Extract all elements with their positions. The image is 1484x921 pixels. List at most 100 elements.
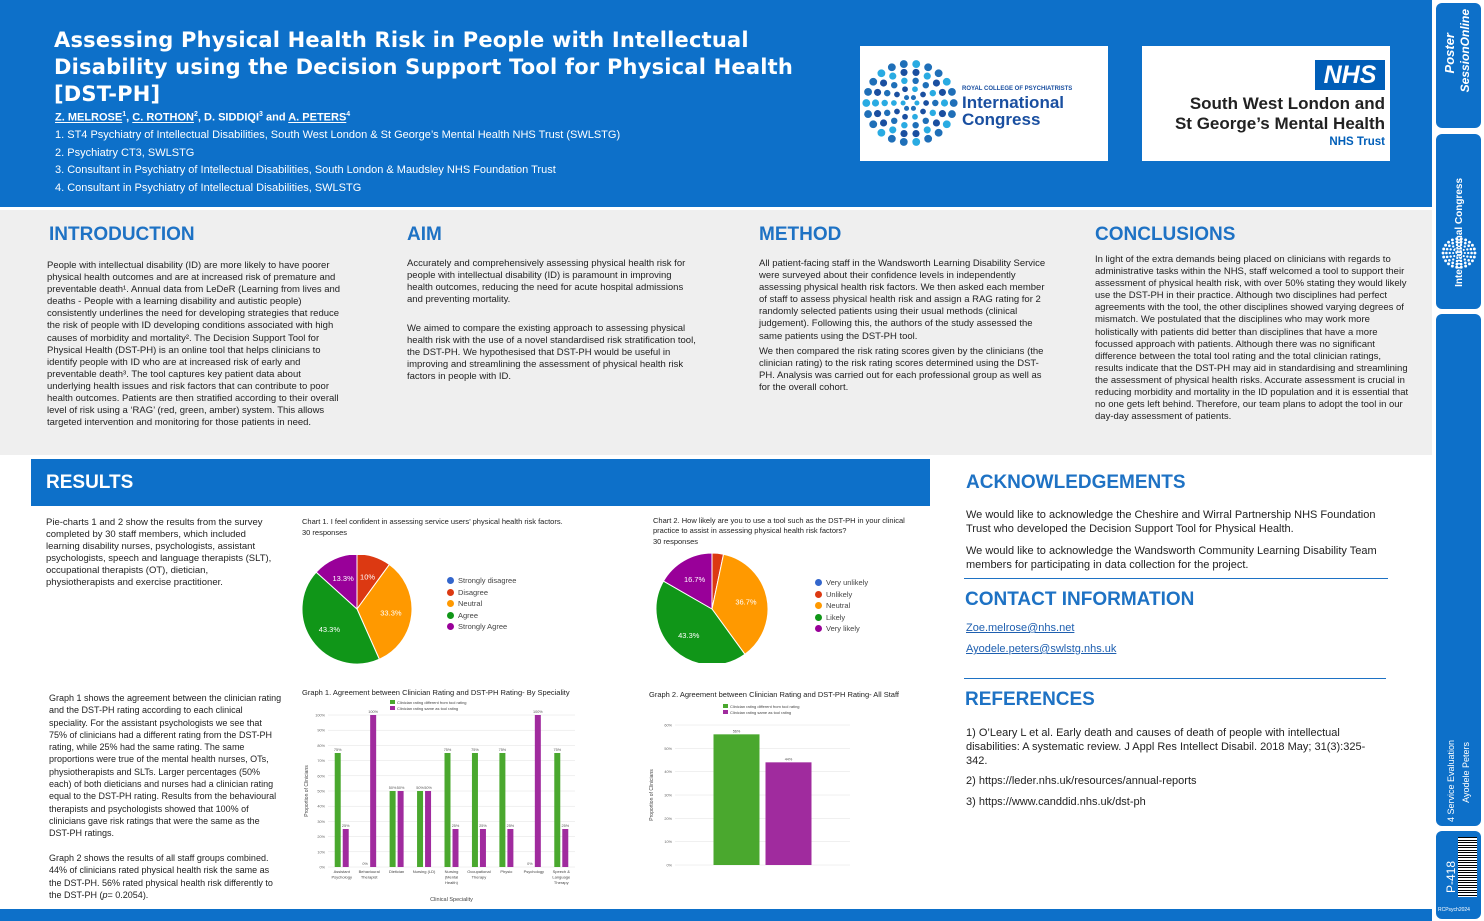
bar [444, 753, 451, 867]
x-tick-label: Physio [500, 869, 513, 874]
barcode-icon [1458, 837, 1477, 897]
y-axis-label: Proportion of Clinicians [304, 765, 310, 817]
author-name: A. PETERS [288, 111, 347, 124]
chart1-title: Chart 1. I feel confident in assessing s… [302, 517, 563, 526]
legend-label: Very unlikely [826, 578, 869, 587]
author-list: Z. MELROSE1, C. ROTHON2, D. SIDDIQI3 and… [55, 111, 351, 124]
bar-value-label: 0% [527, 862, 533, 866]
y-tick-label: 100% [315, 714, 325, 718]
legend-swatch [723, 704, 728, 708]
nhs-badge: NHS [1315, 60, 1385, 90]
legend-label: Unlikely [826, 589, 853, 599]
bar [562, 829, 569, 867]
sidebar-footer-code: RCPsych2024 [1438, 907, 1470, 913]
sidebar-brand-tab[interactable]: Poster SessionOnline [1436, 3, 1481, 128]
bar-value-label: 44% [785, 757, 793, 761]
sidebar-poster-id: P-418 [1444, 861, 1458, 894]
sidebar-brand-session: SessionOnline [1458, 9, 1472, 93]
x-tick-label: Nursing (LD) [413, 869, 436, 874]
pie-data-label: 13.3% [333, 574, 355, 583]
legend-swatch [815, 625, 822, 632]
pie-data-label: 43.3% [678, 631, 700, 640]
author-name: Z. MELROSE [55, 111, 123, 124]
acknowledgements-text-2: We would like to acknowledge the Wandswo… [966, 545, 1377, 571]
nhs-trust-logo: NHS South West London and St George’s Me… [1142, 46, 1390, 161]
conclusions-text: In light of the extra demands being plac… [1095, 254, 1409, 423]
y-tick-label: 30% [664, 794, 672, 798]
aim-text-1: Accurately and comprehensively assessing… [407, 258, 686, 306]
bar-value-label: 75% [553, 748, 561, 752]
graph2-description: Graph 2 shows the results of all staff g… [49, 852, 282, 901]
contact-email-1[interactable]: Zoe.melrose@nhs.net [966, 622, 1075, 634]
bar-value-label: 25% [561, 824, 569, 828]
legend-swatch [815, 613, 822, 621]
divider-2 [964, 678, 1386, 679]
author-affiliation-number: 4 [346, 111, 351, 118]
poster-session-sidebar: Poster SessionOnline International Congr… [1432, 0, 1484, 921]
aim-heading: AIM [407, 224, 442, 245]
legend-entry: Likely [815, 613, 845, 622]
bar [471, 753, 478, 867]
bar-value-label: 56% [733, 729, 741, 733]
graph2-description-part2: = 0.2054). [107, 889, 149, 900]
method-text-1: All patient-facing staff in the Wandswor… [759, 258, 1046, 342]
legend-swatch [390, 700, 395, 704]
bar-value-label: 100% [368, 710, 378, 714]
sidebar-congress-tab[interactable]: International Congress [1436, 134, 1481, 309]
x-tick-label: Assistant [334, 869, 351, 874]
pie-data-label: 10% [360, 573, 375, 582]
y-tick-label: 80% [317, 744, 325, 748]
bar-value-label: 75% [499, 748, 507, 752]
rcpsych-congress-logo: ROYAL COLLEGE OF PSYCHIATRISTS Internati… [860, 46, 1108, 161]
bar [479, 829, 486, 867]
method-text-2: We then compared the risk rating scores … [759, 346, 1044, 394]
bar [397, 791, 404, 867]
legend-label: Clinician rating different from tool rat… [397, 700, 467, 705]
bar [452, 829, 459, 867]
acknowledgements-heading: ACKNOWLEDGEMENTS [966, 472, 1186, 493]
legend-swatch [447, 577, 454, 584]
x-tick-label: Therapist [361, 875, 379, 880]
bar-value-label: 25% [342, 824, 350, 828]
acknowledgements-text-1: We would like to acknowledge the Cheshir… [966, 509, 1376, 535]
pie-slice [315, 555, 358, 611]
y-tick-label: 60% [664, 724, 672, 728]
graph1-description: Graph 1 shows the agreement between the … [49, 693, 282, 839]
legend-entry: Very unlikely [815, 578, 868, 587]
x-tick-label: Therapy [472, 875, 487, 880]
legend-label: Clinician rating same as tool rating [730, 710, 791, 715]
results-heading-bar: RESULTS [31, 459, 930, 506]
pie-data-label: 43.3% [319, 625, 341, 634]
contact-email-2[interactable]: Ayodele.peters@swlstg.nhs.uk [966, 643, 1117, 655]
sidebar-id-tab[interactable]: P-418 RCPsych2024 [1436, 831, 1481, 919]
bar [389, 791, 396, 867]
pie-data-label: 33.3% [380, 609, 402, 618]
y-axis-label: Proportion of Clinicians [649, 769, 655, 821]
x-tick-label: Behavioural [359, 869, 380, 874]
conclusions-heading: CONCLUSIONS [1095, 224, 1236, 245]
legend-swatch [815, 579, 822, 586]
sidebar-info-tab[interactable]: 4 Service Evaluation Ayodele Peters [1436, 314, 1481, 826]
legend-label: Clinician rating same as tool rating [397, 706, 458, 711]
sidebar-category: 4 Service Evaluation [1446, 740, 1456, 823]
bar [499, 753, 506, 867]
y-tick-label: 10% [317, 850, 325, 854]
rcpsych-line2: Congress [962, 110, 1041, 129]
bar [342, 829, 349, 867]
pie-chart-2: 36.7% 43.3% 16.7% [655, 553, 769, 663]
legend-entry: Very likely [815, 624, 860, 633]
references-heading: REFERENCES [965, 689, 1095, 710]
bar [507, 829, 514, 867]
top-sections-panel [0, 210, 1432, 455]
pie-description: Pie-charts 1 and 2 show the results from… [46, 517, 272, 589]
affiliation-item: 3. Consultant in Psychiatry of Intellect… [55, 164, 556, 177]
y-tick-label: 90% [317, 729, 325, 733]
graph2-description-part1: Graph 2 shows the results of all staff g… [49, 853, 273, 900]
pie-slice [301, 571, 380, 665]
legend-swatch [815, 590, 822, 598]
reference-3: 3) https://www.canddid.nhs.uk/dst-ph [966, 796, 1146, 808]
chart2-subtitle: 30 responses [653, 537, 699, 546]
results-heading: RESULTS [46, 472, 134, 493]
rcpsych-line1: International [962, 93, 1065, 112]
